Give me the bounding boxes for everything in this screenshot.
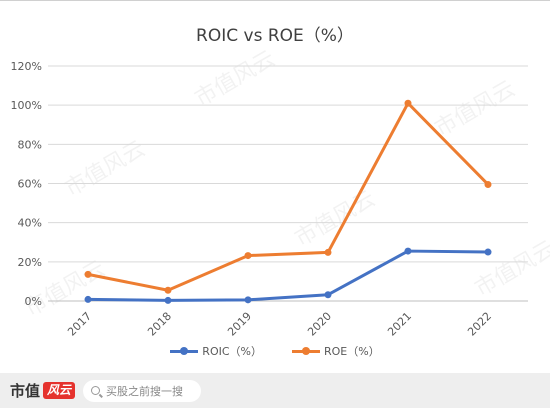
y-tick-label: 0% (25, 295, 42, 308)
legend-item: ROIC（%） (170, 343, 262, 359)
data-point (484, 180, 492, 188)
legend-item: ROE（%） (291, 343, 380, 359)
data-point (84, 295, 92, 303)
legend-swatch (291, 347, 320, 355)
series-line-1 (86, 101, 490, 292)
x-tick-label: 2022 (465, 310, 494, 339)
data-point (324, 291, 332, 299)
x-tick-label: 2021 (385, 310, 414, 339)
data-point (404, 99, 412, 107)
data-point (164, 296, 172, 304)
data-point (164, 286, 172, 294)
data-point (324, 248, 332, 256)
x-tick-label: 2017 (65, 310, 94, 339)
line-chart: 0% 20% 40% 60% 80% 100% 120% 2017 2018 2019 2020 20… (11, 60, 528, 339)
y-tick-label: 40% (18, 217, 42, 230)
data-point (244, 296, 252, 304)
legend-label: ROIC（%） (202, 345, 262, 358)
data-point (84, 270, 92, 278)
chart-area: 市值风云 市值风云 市值风云 市值风云 市值风云 市值风云 ROIC vs RO… (0, 1, 550, 373)
brand-badge: 风云 (43, 382, 76, 399)
search-icon (91, 386, 101, 395)
y-tick-label: 20% (18, 256, 42, 269)
data-point (484, 248, 492, 256)
y-tick-label: 80% (18, 138, 42, 151)
y-tick-label: 100% (11, 99, 42, 112)
data-point (244, 252, 252, 260)
footer-bar: 市值 风云 买股之前搜一搜 (0, 373, 550, 408)
search-box[interactable]: 买股之前搜一搜 (83, 379, 202, 402)
chart-title: ROIC vs ROE（%） (196, 26, 354, 46)
chart-legend: ROIC（%） ROE（%） (0, 343, 550, 359)
series-line-0 (86, 249, 490, 302)
y-tick-label: 120% (11, 60, 42, 73)
x-tick-label: 2018 (145, 310, 174, 339)
search-placeholder: 买股之前搜一搜 (106, 384, 184, 398)
legend-marker (180, 347, 189, 355)
brand-logo[interactable]: 市值 风云 (10, 380, 76, 401)
legend-marker (301, 347, 310, 355)
legend-label: ROE（%） (323, 345, 380, 358)
x-tick-label: 2019 (225, 310, 254, 339)
x-tick-label: 2020 (305, 310, 334, 339)
y-tick-label: 60% (18, 178, 42, 191)
brand-name: 市值 (10, 382, 41, 400)
legend-swatch (170, 347, 199, 355)
data-point (404, 247, 412, 255)
